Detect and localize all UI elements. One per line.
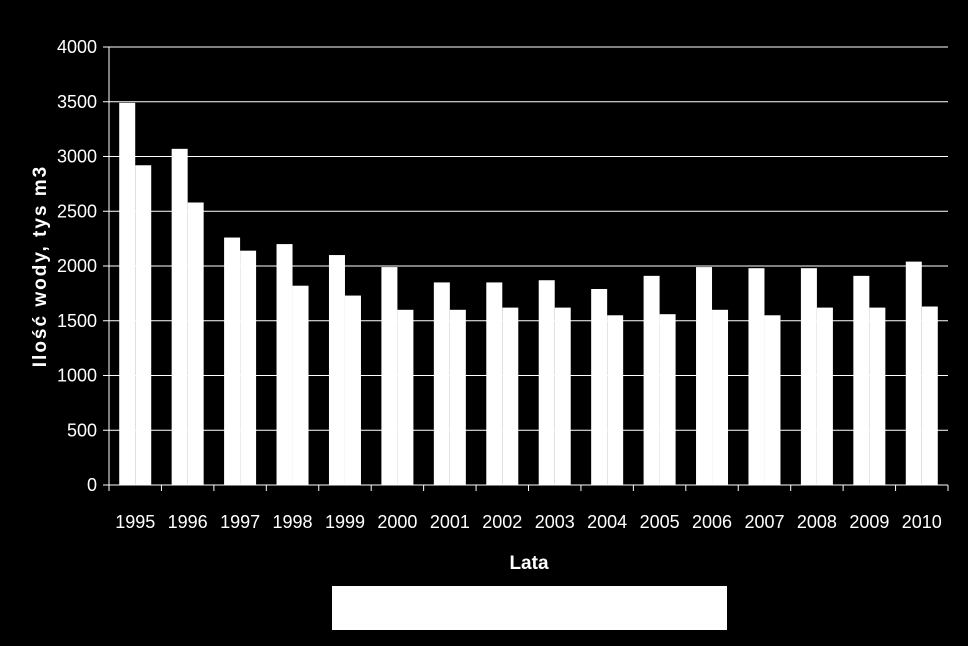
x-tick-label: 2001 — [430, 512, 470, 532]
bar-series-2 — [292, 285, 309, 485]
bar-series-1 — [276, 244, 293, 485]
x-tick-label: 2010 — [902, 512, 942, 532]
bar-series-1 — [905, 261, 922, 485]
x-tick-label: 2007 — [744, 512, 784, 532]
bar-series-1 — [433, 282, 450, 485]
bar-series-2 — [921, 306, 938, 485]
y-tick-label: 4000 — [57, 37, 97, 57]
bar-series-2 — [397, 309, 414, 485]
bar-series-1 — [328, 255, 345, 485]
x-tick-label: 1997 — [220, 512, 260, 532]
bar-series-2 — [712, 309, 729, 485]
x-tick-label: 2008 — [797, 512, 837, 532]
x-tick-label: 1996 — [168, 512, 208, 532]
y-tick-label: 1000 — [57, 366, 97, 386]
bar-series-1 — [853, 275, 870, 485]
bar-series-2 — [449, 309, 466, 485]
x-tick-label: 2004 — [587, 512, 627, 532]
x-tick-label: 1995 — [115, 512, 155, 532]
bar-series-2 — [816, 307, 833, 485]
bar-series-2 — [187, 202, 204, 486]
axes — [108, 47, 949, 491]
bar-series-2 — [344, 295, 361, 485]
bar-series-2 — [502, 307, 519, 485]
bars — [119, 102, 938, 486]
x-tick-label: 2009 — [849, 512, 889, 532]
bar-series-2 — [135, 165, 152, 485]
bar-series-1 — [748, 268, 765, 485]
y-tick-label: 3500 — [57, 92, 97, 112]
y-tick-label: 2500 — [57, 201, 97, 221]
x-tick-label: 2003 — [535, 512, 575, 532]
bar-series-1 — [538, 280, 555, 485]
y-axis-title: Ilość wody, tys m3 — [30, 165, 51, 367]
x-tick-label: 1999 — [325, 512, 365, 532]
y-tick-label: 0 — [87, 475, 97, 495]
y-tick-label: 500 — [67, 420, 97, 440]
bar-series-2 — [607, 315, 624, 485]
x-tick-label: 2002 — [482, 512, 522, 532]
y-tick-label: 1500 — [57, 311, 97, 331]
x-tick-label: 1998 — [273, 512, 313, 532]
bar-series-2 — [869, 307, 886, 485]
bar-series-2 — [554, 307, 571, 485]
bar-series-1 — [643, 275, 660, 485]
y-tick-labels: 0 500 1000 1500 2000 2500 3000 3500 4000 — [57, 37, 97, 495]
legend-box — [332, 586, 727, 630]
bar-series-1 — [800, 268, 817, 485]
x-tick-label: 2000 — [377, 512, 417, 532]
y-tick-label: 2000 — [57, 256, 97, 276]
bar-series-1 — [171, 148, 188, 485]
bar-series-2 — [659, 314, 676, 485]
bar-series-1 — [119, 102, 136, 485]
bar-series-2 — [240, 250, 257, 485]
y-tick-label: 3000 — [57, 147, 97, 167]
bar-series-2 — [764, 315, 781, 485]
x-tick-labels: 1995 1996 1997 1998 1999 2000 2001 2002 2003 2004… — [115, 512, 942, 532]
bar-series-1 — [486, 282, 503, 485]
bar-series-1 — [591, 288, 608, 485]
x-axis-title: Lata — [509, 553, 549, 574]
x-tick-label: 2006 — [692, 512, 732, 532]
x-tick-label: 2005 — [640, 512, 680, 532]
bar-series-1 — [696, 267, 713, 485]
bar-series-1 — [224, 237, 241, 485]
bar-series-1 — [381, 267, 398, 485]
